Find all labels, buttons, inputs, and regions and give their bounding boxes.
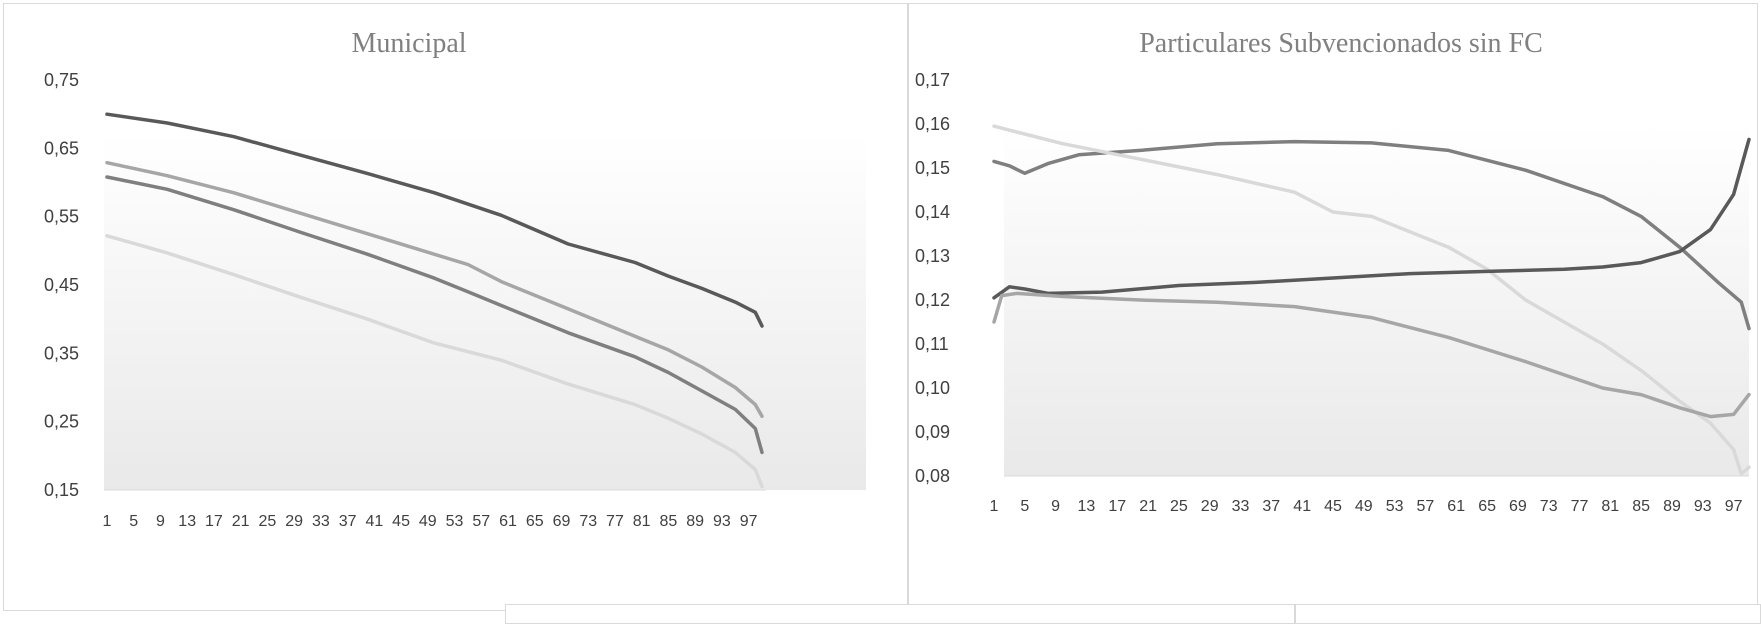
x-tick-label: 61 [1447, 498, 1465, 515]
series-line-3 [992, 137, 1751, 300]
y-tick-label: 0,75 [44, 70, 79, 90]
y-tick-label: 0,55 [44, 207, 79, 227]
y-tick-label: 0,25 [44, 412, 79, 432]
y-tick-label: 0,17 [915, 70, 950, 90]
x-tick-label: 1 [103, 513, 112, 530]
x-tick-label: 85 [1632, 498, 1650, 515]
x-tick-label: 61 [499, 513, 517, 530]
x-tick-label: 57 [472, 513, 490, 530]
chart-panel-partial-2 [1295, 604, 1761, 624]
x-tick-label: 89 [686, 513, 704, 530]
y-tick-label: 0,35 [44, 343, 79, 363]
x-tick-label: 41 [1293, 498, 1311, 515]
x-tick-label: 69 [553, 513, 571, 530]
chart-title: Particulares Subvencionados sin FC [1139, 28, 1543, 59]
x-tick-label: 65 [526, 513, 544, 530]
x-tick-label: 17 [1108, 498, 1126, 515]
x-tick-label: 73 [579, 513, 597, 530]
chart-panel-partial [505, 604, 1295, 624]
series-line-4 [105, 234, 764, 489]
y-tick-label: 0,65 [44, 138, 79, 158]
x-tick-label: 85 [660, 513, 678, 530]
x-axis-ticks: 1 5 9 13 17 21 25 29 33 37 41 45 49 53 57 61 65 69 73 77 81 8… [103, 513, 758, 530]
x-tick-label: 81 [633, 513, 651, 530]
x-tick-label: 21 [232, 513, 250, 530]
y-tick-label: 0,16 [915, 114, 950, 134]
x-tick-label: 33 [1232, 498, 1250, 515]
x-tick-label: 81 [1601, 498, 1619, 515]
series-line-2 [992, 124, 1751, 476]
x-tick-label: 37 [339, 513, 357, 530]
x-tick-label: 29 [1201, 498, 1219, 515]
x-tick-label: 53 [446, 513, 464, 530]
x-tick-label: 93 [713, 513, 731, 530]
y-tick-label: 0,08 [915, 466, 950, 486]
x-axis-ticks: 1 5 9 13 17 21 25 29 33 37 41 45 49 53 57 61 65 69 73 77 81 8… [990, 498, 1743, 515]
x-tick-label: 21 [1139, 498, 1157, 515]
y-axis-ticks: 0,17 0,16 0,15 0,14 0,13 0,12 0,11 0,10 0,09 0,08 [915, 70, 950, 486]
chart-panel-municipal: Municipal 0,75 0,65 0,55 0,45 0,35 0,25 0,15 1… [3, 3, 908, 611]
x-tick-label: 13 [1078, 498, 1096, 515]
x-tick-label: 17 [205, 513, 223, 530]
series-group [105, 112, 764, 489]
chart-panel-particulares: Particulares Subvencionados sin FC 0,17 0… [908, 3, 1758, 611]
y-tick-label: 0,09 [915, 422, 950, 442]
series-line-3 [105, 175, 764, 455]
x-tick-label: 37 [1262, 498, 1280, 515]
x-tick-label: 45 [392, 513, 410, 530]
x-tick-label: 53 [1386, 498, 1404, 515]
x-tick-label: 97 [1725, 498, 1743, 515]
series-group [992, 124, 1751, 476]
y-tick-label: 0,45 [44, 275, 79, 295]
chart-particulares-subvencionados: Particulares Subvencionados sin FC 0,170… [915, 28, 1751, 515]
y-axis-ticks: 0,75 0,65 0,55 0,45 0,35 0,25 0,15 [44, 70, 79, 500]
series-line-1 [105, 112, 764, 328]
y-tick-label: 0,12 [915, 290, 950, 310]
y-tick-label: 0,15 [44, 480, 79, 500]
chart-title: Municipal [351, 28, 466, 59]
y-tick-label: 0,13 [915, 246, 950, 266]
x-tick-label: 69 [1509, 498, 1527, 515]
series-line-4 [992, 291, 1751, 419]
x-tick-label: 57 [1417, 498, 1435, 515]
x-tick-label: 25 [1170, 498, 1188, 515]
x-tick-label: 97 [740, 513, 758, 530]
x-tick-label: 93 [1694, 498, 1712, 515]
x-tick-label: 49 [1355, 498, 1373, 515]
x-tick-label: 41 [365, 513, 383, 530]
x-tick-label: 33 [312, 513, 330, 530]
x-tick-label: 77 [1571, 498, 1589, 515]
y-tick-label: 0,10 [915, 378, 950, 398]
x-tick-label: 77 [606, 513, 624, 530]
x-tick-label: 13 [178, 513, 196, 530]
x-tick-label: 45 [1324, 498, 1342, 515]
x-tick-label: 9 [156, 513, 165, 530]
x-tick-label: 73 [1540, 498, 1558, 515]
x-tick-label: 1 [990, 498, 999, 515]
series-line-1 [992, 139, 1751, 331]
x-tick-label: 5 [129, 513, 138, 530]
y-tick-label: 0,15 [915, 158, 950, 178]
x-tick-label: 9 [1051, 498, 1060, 515]
x-tick-label: 49 [419, 513, 437, 530]
x-tick-label: 65 [1478, 498, 1496, 515]
x-tick-label: 29 [285, 513, 303, 530]
chart-municipal: Municipal 0,75 0,65 0,55 0,45 0,35 0,25 0,15 1… [44, 28, 866, 530]
x-tick-label: 89 [1663, 498, 1681, 515]
y-tick-label: 0,11 [915, 334, 949, 354]
series-line-2 [105, 160, 764, 418]
x-tick-label: 5 [1020, 498, 1029, 515]
x-tick-label: 25 [259, 513, 277, 530]
y-tick-label: 0,14 [915, 202, 950, 222]
